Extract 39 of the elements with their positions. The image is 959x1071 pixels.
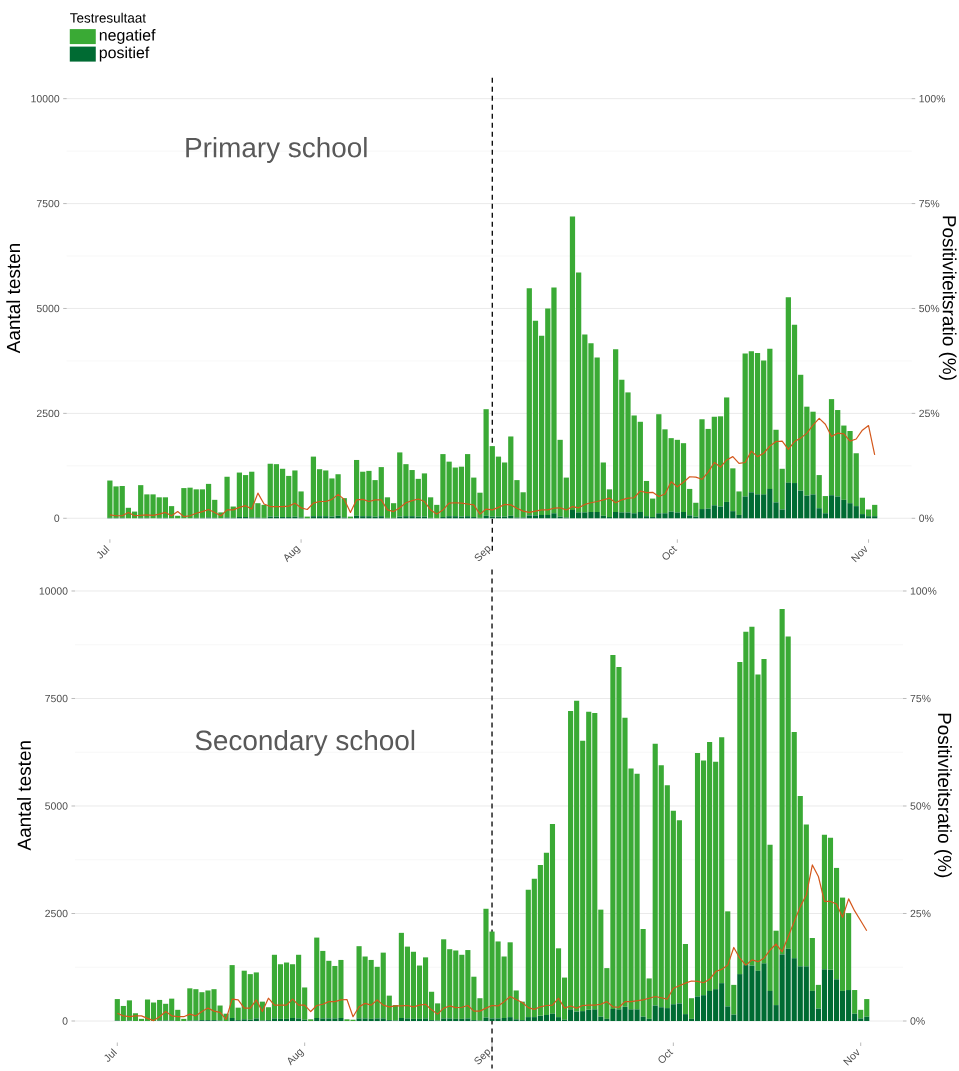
y2-tick-label: 75% — [910, 694, 931, 703]
y2-tick-label: 100% — [919, 94, 946, 103]
y-axis-title: Aantal testen — [17, 741, 31, 851]
y-tick-label: 7500 — [36, 199, 60, 208]
y2-axis-title: Positiviteitsratio (%) — [938, 216, 957, 380]
x-tick-label: Aug — [287, 1048, 305, 1066]
y2-axis-title: Positiviteitsratio (%) — [934, 713, 952, 878]
y-tick-label: 2500 — [36, 409, 60, 418]
text: Primary school — [186, 136, 367, 163]
y-tick-label: 2500 — [45, 909, 68, 918]
x-tick-label: Aug — [284, 545, 301, 563]
legend-label: positief — [99, 46, 150, 62]
x-tick-label: Nov — [843, 1049, 860, 1066]
x-tick-label: Oct — [658, 1049, 674, 1063]
y-tick-label: 7500 — [45, 694, 68, 703]
y2-tick-label: 100% — [910, 587, 937, 595]
y2-tick-label: 25% — [919, 409, 940, 418]
y-tick-label: 10000 — [39, 587, 68, 595]
y2-tick-label: 0% — [910, 1017, 925, 1025]
y2-tick-label: 50% — [910, 802, 931, 810]
x-tick-label: Jul — [104, 1048, 117, 1062]
legend-label: negatief — [99, 29, 156, 44]
x-tick-label: Jul — [96, 545, 110, 559]
y-tick-label: 0 — [54, 514, 60, 522]
y-tick-label: 10000 — [31, 94, 60, 103]
y-tick-label: 0 — [62, 1017, 68, 1025]
y2-tick-label: 75% — [919, 199, 940, 208]
y2-tick-label: 25% — [910, 909, 931, 918]
text: Secondary school — [195, 729, 415, 756]
y-tick-label: 5000 — [45, 802, 68, 810]
x-tick-label: Nov — [850, 545, 868, 563]
x-tick-label: Oct — [662, 545, 678, 560]
legend-title: Testresultaat — [70, 12, 146, 23]
y2-tick-label: 50% — [919, 304, 940, 313]
x-tick-label: Sep — [474, 1049, 491, 1065]
y-axis-title: Aantal testen — [6, 244, 21, 354]
y2-tick-label: 0% — [919, 514, 934, 522]
x-tick-label: Sep — [474, 546, 491, 562]
y-tick-label: 5000 — [36, 304, 60, 313]
